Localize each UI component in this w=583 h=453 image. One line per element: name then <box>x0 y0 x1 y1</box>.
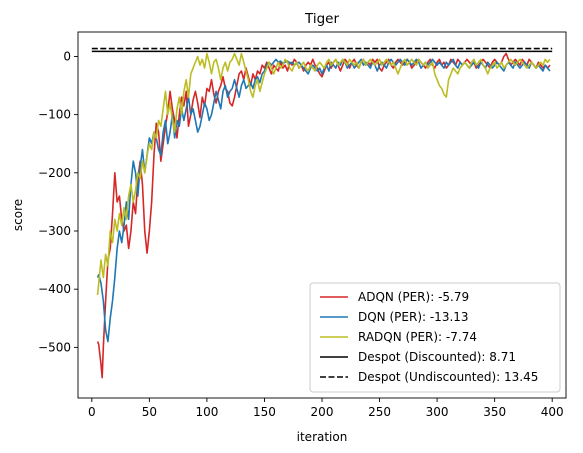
y-axis-label: score <box>11 199 25 231</box>
y-axis: −500 −400 −300 −200 −100 0 <box>38 49 78 354</box>
x-tick-label: 300 <box>426 405 449 419</box>
legend: ADQN (PER): -5.79 DQN (PER): -13.13 RADQN … <box>309 282 561 393</box>
x-tick-label: 150 <box>253 405 276 419</box>
legend-label: Despot (Discounted): 8.71 <box>358 350 516 364</box>
x-tick-label: 200 <box>311 405 334 419</box>
x-axis-label: iteration <box>297 430 348 444</box>
y-tick-label: −300 <box>38 224 71 238</box>
x-tick-label: 400 <box>541 405 564 419</box>
chart-title: Tiger <box>304 11 339 27</box>
x-tick-label: 0 <box>88 405 96 419</box>
x-axis: 0 50 100 150 200 250 300 350 400 <box>88 398 564 419</box>
legend-label: RADQN (PER): -7.74 <box>358 330 477 344</box>
legend-label: ADQN (PER): -5.79 <box>358 290 469 304</box>
legend-label: DQN (PER): -13.13 <box>358 310 469 324</box>
x-tick-label: 50 <box>142 405 157 419</box>
series-line-2 <box>96 52 551 296</box>
x-tick-label: 250 <box>368 405 391 419</box>
legend-label: Despot (Undiscounted): 13.45 <box>358 370 538 384</box>
x-tick-label: 350 <box>483 405 506 419</box>
x-tick-label: 100 <box>195 405 218 419</box>
y-tick-label: −500 <box>38 340 71 354</box>
y-tick-label: −200 <box>38 166 71 180</box>
y-tick-label: 0 <box>63 49 71 63</box>
y-tick-label: −400 <box>38 282 71 296</box>
legend-box <box>309 282 561 393</box>
plot-lines <box>91 47 553 379</box>
y-tick-label: −100 <box>38 108 71 122</box>
